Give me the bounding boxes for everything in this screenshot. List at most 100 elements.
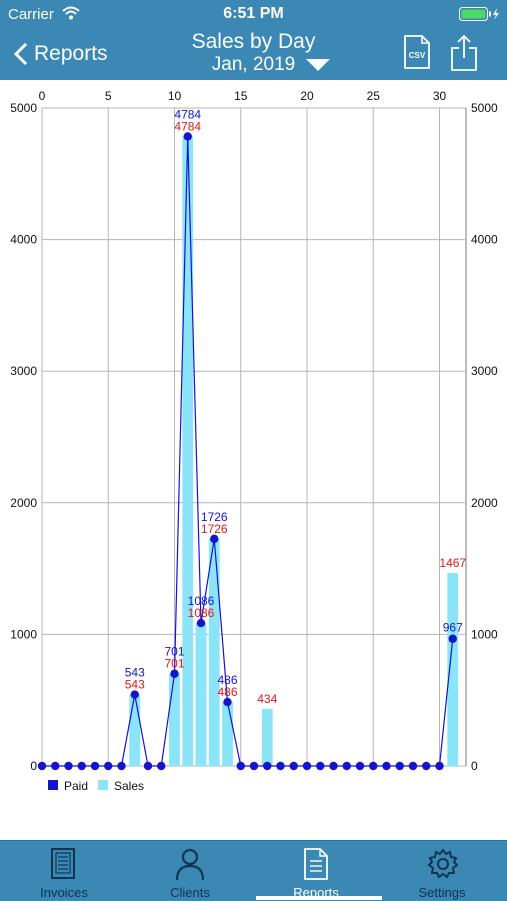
plot-area [41, 107, 467, 767]
caret-down-icon[interactable] [305, 58, 331, 72]
paid-point [77, 761, 86, 771]
y-tick-label-left: 5000 [10, 101, 37, 115]
paid-point [289, 761, 298, 771]
y-tick-label-left: 4000 [10, 233, 37, 247]
csv-export-button[interactable]: CSV [403, 34, 431, 70]
paid-data-label: 967 [443, 621, 463, 635]
paid-point [90, 761, 100, 771]
tab-label: Settings [418, 885, 466, 900]
paid-data-label: 4784 [174, 107, 201, 121]
sales-data-label: 701 [164, 657, 184, 671]
page-subtitle: Jan, 2019 [211, 54, 296, 75]
paid-point [448, 634, 457, 643]
sales-bar [182, 136, 194, 766]
legend-swatch-paid [48, 780, 58, 790]
paid-point [183, 132, 192, 141]
sales-data-label: 1086 [188, 606, 215, 620]
paid-point [435, 761, 444, 771]
invoice-icon [51, 848, 75, 879]
paid-point [210, 534, 219, 544]
paid-point [263, 761, 272, 771]
paid-data-label: 1726 [201, 510, 228, 524]
sales-data-label: 543 [125, 678, 145, 692]
paid-point [104, 761, 113, 771]
y-tick-label-left: 2000 [10, 496, 37, 510]
paid-data-label: 701 [164, 645, 184, 659]
paid-point [369, 761, 378, 771]
y-tick-label-right: 3000 [471, 364, 498, 378]
x-tick-label: 5 [105, 89, 112, 103]
paid-point [51, 761, 60, 771]
sales-bar [261, 708, 273, 766]
sales-bar [208, 538, 220, 766]
tab-label: Invoices [40, 885, 88, 900]
person-icon [175, 848, 205, 881]
paid-point [382, 761, 391, 771]
y-tick-label-right: 5000 [471, 101, 498, 115]
sales-data-label: 4784 [174, 119, 201, 133]
sales-bar [447, 572, 459, 766]
paid-point [143, 761, 153, 771]
paid-point [302, 761, 312, 771]
paid-point [395, 761, 404, 771]
paid-point [117, 761, 126, 771]
tab-invoices[interactable]: Invoices [1, 841, 127, 901]
share-icon[interactable] [449, 34, 479, 72]
legend-label-paid: Paid [64, 779, 88, 793]
wifi-icon [62, 6, 80, 20]
page-title: Sales by Day [191, 30, 316, 53]
y-tick-label-right: 4000 [471, 233, 498, 247]
x-tick-label: 25 [367, 89, 381, 103]
paid-point [37, 761, 47, 771]
sales-data-label: 486 [217, 685, 237, 699]
paid-point [408, 761, 418, 771]
back-label: Reports [34, 42, 108, 65]
paid-data-label: 1086 [188, 594, 215, 608]
back-button[interactable]: Reports [14, 40, 108, 68]
y-tick-label-left: 3000 [10, 364, 37, 378]
paid-point [170, 669, 179, 678]
x-tick-label: 30 [433, 89, 447, 103]
chevron-left-icon [14, 42, 28, 66]
legend-swatch-sales [98, 780, 108, 790]
battery-icon [459, 7, 499, 21]
paid-point [64, 761, 73, 771]
paid-point [130, 690, 139, 699]
legend-label-sales: Sales [114, 779, 144, 793]
paid-point [355, 761, 365, 771]
paid-point [236, 761, 245, 771]
tab-reports[interactable]: Reports [253, 841, 379, 901]
tab-label: Clients [170, 885, 210, 900]
y-tick-label-right: 2000 [471, 496, 498, 510]
paid-data-label: 543 [125, 666, 145, 680]
x-tick-label: 20 [300, 89, 314, 103]
paid-point [316, 761, 325, 771]
sales-data-label: 1467 [439, 556, 466, 570]
csv-label: CSV [409, 51, 426, 60]
paid-point [249, 761, 259, 771]
paid-point [276, 761, 285, 771]
sales-data-label: 1726 [201, 522, 228, 536]
paid-point [223, 697, 232, 707]
y-tick-label-left: 0 [30, 759, 37, 773]
y-tick-label-right: 1000 [471, 627, 498, 641]
clock: 6:51 PM [223, 5, 284, 22]
sales-bar [129, 694, 141, 766]
sales-bar [169, 673, 180, 766]
active-tab-indicator [256, 896, 382, 900]
x-tick-label: 15 [234, 89, 248, 103]
y-tick-label-left: 1000 [10, 627, 37, 641]
tab-settings[interactable]: Settings [379, 841, 505, 901]
x-tick-label: 10 [168, 89, 182, 103]
paid-point [329, 761, 338, 771]
paid-point [422, 761, 431, 771]
nav-bar: Reports Sales by Day Jan, 2019 CSV [0, 28, 507, 80]
sales-bar [195, 623, 207, 766]
status-bar: Carrier 6:51 PM [0, 0, 507, 28]
x-tick-label: 0 [39, 89, 46, 103]
paid-point [196, 618, 206, 628]
carrier-label: Carrier [8, 6, 54, 23]
paid-point [342, 761, 351, 771]
tab-clients[interactable]: Clients [127, 841, 253, 901]
